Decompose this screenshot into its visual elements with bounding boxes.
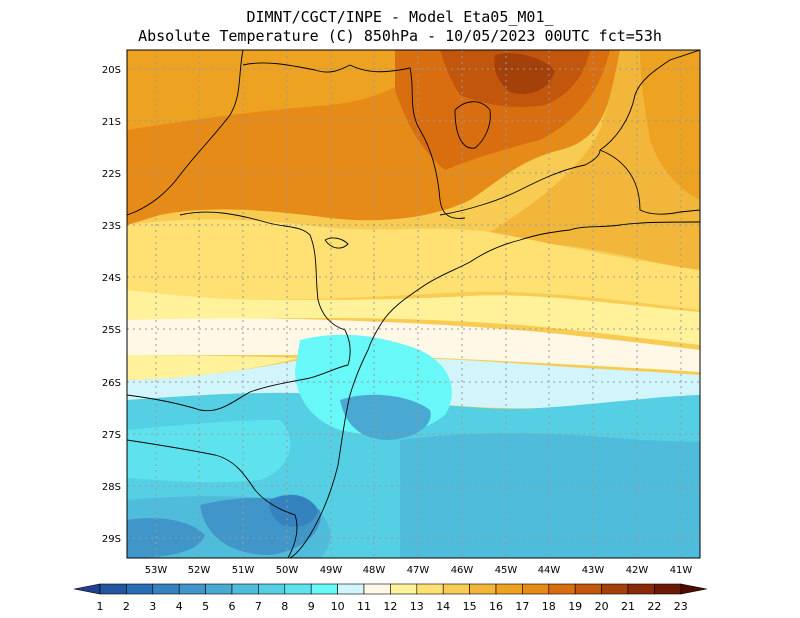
lat-label: 22S	[102, 169, 121, 180]
colorbar-label: 14	[436, 600, 450, 613]
colorbar-swatch	[627, 583, 655, 595]
colorbar-label: 22	[647, 600, 661, 613]
colorbar-label: 12	[383, 600, 397, 613]
colorbar-label: 20	[595, 600, 609, 613]
colorbar-label: 19	[568, 600, 582, 613]
lat-label: 20S	[102, 65, 121, 76]
colorbar-swatch	[442, 583, 470, 595]
grid-lines	[127, 50, 700, 558]
lon-label: 47W	[407, 565, 430, 576]
lon-label: 51W	[232, 565, 255, 576]
colorbar-label: 15	[463, 600, 477, 613]
lon-label: 45W	[495, 565, 518, 576]
colorbar-label: 6	[229, 600, 236, 613]
lon-label: 44W	[538, 565, 561, 576]
colorbar-label: 13	[410, 600, 424, 613]
lon-label: 48W	[363, 565, 386, 576]
lon-label: 50W	[276, 565, 299, 576]
colorbar-swatch	[548, 583, 576, 595]
colorbar-label: 4	[176, 600, 183, 613]
lat-label: 27S	[102, 430, 121, 441]
coastline	[289, 101, 700, 558]
colorbar-label: 2	[123, 600, 130, 613]
colorbar-swatch	[205, 583, 233, 595]
colorbar-label: 1	[97, 600, 104, 613]
colorbar-label: 5	[202, 600, 209, 613]
colorbar-swatch	[390, 583, 418, 595]
colorbar-swatch	[99, 583, 127, 595]
colorbar-swatch	[601, 583, 629, 595]
colorbar-swatch	[231, 583, 259, 595]
lon-label: 52W	[188, 565, 211, 576]
colorbar-swatch	[416, 583, 444, 595]
colorbar-label: 16	[489, 600, 503, 613]
lon-label: 49W	[320, 565, 343, 576]
latitude-labels: 20S 21S 22S 23S 24S 25S 26S 27S 28S 29S	[102, 65, 121, 545]
colorbar-label: 10	[331, 600, 345, 613]
colorbar-label: 7	[255, 600, 262, 613]
lat-label: 23S	[102, 221, 121, 232]
lat-label: 25S	[102, 325, 121, 336]
colorbar-swatch	[258, 583, 286, 595]
colorbar-swatch	[522, 583, 550, 595]
political-boundaries	[127, 50, 700, 558]
colorbar-swatch	[284, 583, 312, 595]
colorbar-swatch	[495, 583, 523, 595]
colorbar: 1 2 3 4 5 6 7 8 9 10 11 12 13 14 15 16 17 18 19 20 21 22 23	[73, 583, 707, 613]
colorbar-swatch	[152, 583, 180, 595]
lon-label: 53W	[145, 565, 168, 576]
colorbar-label: 18	[542, 600, 556, 613]
lat-label: 21S	[102, 117, 121, 128]
map-title-line1: DIMNT/CGCT/INPE - Model Eta05_M01_	[246, 8, 554, 26]
colorbar-swatch	[126, 583, 154, 595]
colorbar-arrow-right	[680, 583, 707, 595]
colorbar-swatch	[654, 583, 682, 595]
map-frame	[126, 49, 701, 559]
lat-label: 24S	[102, 273, 121, 284]
colorbar-label: 17	[515, 600, 529, 613]
lat-label: 28S	[102, 482, 121, 493]
colorbar-arrow-left	[73, 583, 101, 595]
map-title-line2: Absolute Temperature (C) 850hPa - 10/05/…	[138, 27, 662, 45]
colorbar-label: 9	[308, 600, 315, 613]
colorbar-swatch	[178, 583, 206, 595]
temperature-field	[127, 50, 700, 558]
colorbar-label: 3	[149, 600, 156, 613]
colorbar-label: 11	[357, 600, 371, 613]
lat-label: 26S	[102, 378, 121, 389]
lon-label: 43W	[582, 565, 605, 576]
lon-label: 42W	[626, 565, 649, 576]
longitude-labels: 53W 52W 51W 50W 49W 48W 47W 46W 45W 44W …	[145, 565, 693, 576]
colorbar-swatch	[574, 583, 602, 595]
colorbar-label: 21	[621, 600, 635, 613]
colorbar-label: 23	[674, 600, 688, 613]
colorbar-swatch	[337, 583, 365, 595]
lat-label: 29S	[102, 534, 121, 545]
colorbar-swatch	[310, 583, 338, 595]
lon-label: 46W	[451, 565, 474, 576]
colorbar-swatch	[363, 583, 391, 595]
colorbar-label: 8	[281, 600, 288, 613]
colorbar-swatch	[469, 583, 497, 595]
lon-label: 41W	[670, 565, 693, 576]
